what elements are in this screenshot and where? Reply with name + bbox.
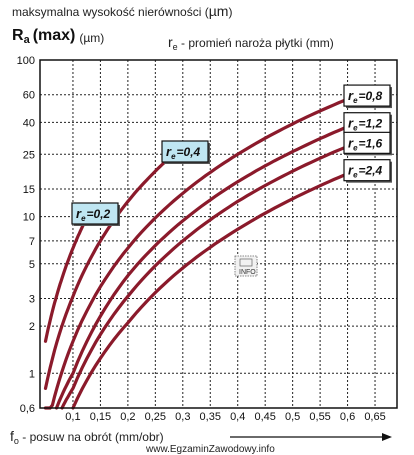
x-label-rest: - posuw na obrót (mm/obr) (19, 430, 164, 444)
curve-label-text: re=1,2 (348, 116, 383, 133)
x-tick-label: 0,35 (200, 411, 221, 423)
curve-label-box (343, 131, 391, 154)
curve-label-text: re=0,8 (348, 88, 383, 105)
legend-title-r: r (168, 34, 173, 50)
header-close: ) (228, 5, 232, 19)
curve-label-r-0-8: re=0,8 (343, 84, 392, 109)
curve-label-r-0-2: re=0,2 (71, 202, 120, 226)
legend-title: re - promień naroża płytki (mm) (168, 34, 334, 52)
y-tick-label: 15 (23, 184, 35, 196)
curve-labels: re=0,2 re=0,4 re=0,8 re=1,2 re=1,6 re=2,4 (71, 84, 392, 226)
y-axis-label: Ra (max) (µm) (12, 27, 104, 46)
curve-label-box (343, 159, 391, 182)
x-tick-label: 0,6 (340, 411, 355, 423)
info-icon: INFO (234, 255, 258, 277)
series-line-r-1-6 (60, 144, 350, 410)
curve-label-text: re=2,4 (348, 163, 383, 180)
curve-label-text: re=1,6 (348, 135, 383, 152)
y-label-max: (max) (33, 27, 76, 44)
legend-title-rest: - promień naroża płytki (mm) (178, 36, 334, 50)
grid (40, 60, 397, 408)
header-mu: µm (209, 3, 229, 19)
x-tick-label: 0,1 (65, 411, 80, 423)
curve-label-r-0-4: re=0,4 (161, 140, 210, 164)
series-line-r-2-4 (71, 172, 350, 410)
x-tick-label: 0,25 (145, 411, 166, 423)
x-tick-label: 0,4 (230, 411, 245, 423)
y-tick-label: 7 (29, 236, 35, 248)
series-line-r-0-2 (43, 211, 91, 343)
curve-label-r-1-6: re=1,6 (343, 131, 392, 156)
chart-header: maksymalna wysokość nierówności (µm) (12, 3, 232, 19)
y-tick-label: 0,6 (20, 403, 35, 415)
curve-label-text: re=0,4 (166, 144, 201, 161)
y-label-r: R (12, 27, 24, 44)
info-icon-text: INFO (239, 269, 256, 276)
legend-title-sub: e (173, 42, 178, 52)
y-label-unit: (µm) (79, 31, 104, 45)
curve-label-r-2-4: re=2,4 (343, 159, 392, 183)
y-tick-label: 40 (23, 117, 35, 129)
x-axis-arrow (230, 433, 392, 441)
x-ticks: 0,1 0,15 0,2 0,25 0,3 0,35 0,4 0,45 0,5 0,55 0,6 0,… (65, 411, 385, 423)
y-tick-label: 25 (23, 149, 35, 161)
series-line-r-1-2 (54, 125, 350, 410)
x-tick-label: 0,15 (90, 411, 111, 423)
y-tick-label: 60 (23, 90, 35, 102)
curve-label-text: re=0,2 (76, 206, 111, 223)
y-ticks: 100 60 40 25 15 10 7 5 3 2 1 0,6 (17, 55, 35, 415)
y-tick-label: 3 (29, 294, 35, 306)
plot-frame (39, 59, 398, 409)
x-label-f: f (10, 428, 14, 444)
x-tick-label: 0,5 (285, 411, 300, 423)
series-line-r-0-8 (43, 97, 350, 410)
y-tick-label: 1 (29, 368, 35, 380)
x-tick-label: 0,45 (254, 411, 275, 423)
x-axis-label: fo - posuw na obrót (mm/obr) (10, 428, 164, 446)
watermark: www.EgzaminZawodowy.info (145, 444, 275, 455)
y-tick-label: 5 (29, 259, 35, 271)
x-tick-label: 0,65 (364, 411, 385, 423)
y-label-sub: a (24, 34, 31, 46)
y-tick-label: 100 (17, 55, 35, 67)
curve-label-box (343, 84, 391, 107)
x-tick-label: 0,3 (175, 411, 190, 423)
curve-label-box (71, 202, 119, 225)
header-text: maksymalna wysokość nierówności ( (12, 5, 209, 19)
x-tick-label: 0,2 (120, 411, 135, 423)
y-tick-label: 10 (23, 212, 35, 224)
curve-label-r-1-2: re=1,2 (343, 112, 392, 136)
x-tick-label: 0,55 (309, 411, 330, 423)
x-label-sub: o (14, 436, 19, 446)
curve-label-box (161, 140, 209, 163)
y-tick-label: 2 (29, 321, 35, 333)
